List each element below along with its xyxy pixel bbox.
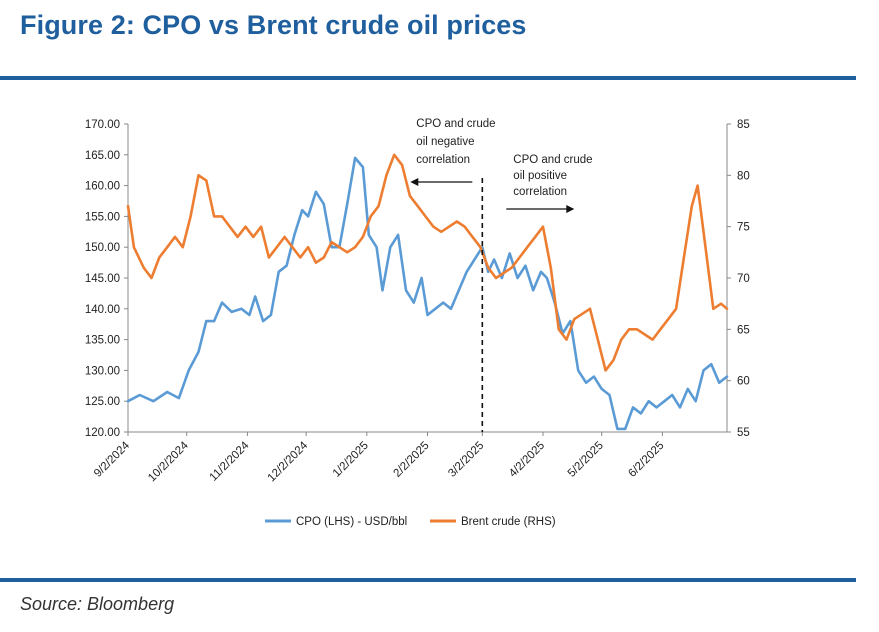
left-tick-label: 160.00 (85, 181, 120, 193)
right-tick-label: 75 (737, 222, 750, 234)
legend: CPO (LHS) - USD/bbl Brent crude (RHS) (265, 516, 556, 528)
x-tick-label: 1/2/2025 (331, 440, 371, 480)
left-tick-label: 125.00 (85, 396, 120, 408)
right-tick-label: 55 (737, 427, 750, 439)
cpo-brent-line-chart: 170.00 165.00 160.00 155.00 150.00 145.00 140.… (85, 118, 750, 528)
left-tick-label: 120.00 (85, 427, 120, 439)
left-tick-label: 170.00 (85, 119, 120, 131)
negative-correlation-note: correlation (416, 154, 470, 166)
x-tick-label: 9/2/2024 (92, 439, 133, 480)
right-tick-label: 80 (737, 170, 750, 182)
brent-series-line (126, 153, 729, 372)
right-tick-label: 70 (737, 273, 750, 285)
axes-layer: 170.00 165.00 160.00 155.00 150.00 145.00 140.… (85, 119, 750, 484)
left-tick-label: 140.00 (85, 304, 120, 316)
right-tick-label: 85 (737, 119, 750, 131)
positive-correlation-note: oil positive (513, 170, 567, 182)
right-tick-label: 65 (737, 324, 750, 336)
bottom-divider (0, 578, 856, 582)
left-arrow-head (410, 178, 419, 186)
series-layer (126, 153, 729, 431)
positive-correlation-note: CPO and crude (513, 154, 592, 166)
positive-correlation-note: correlation (513, 186, 567, 198)
x-tick-label: 5/2/2025 (566, 440, 606, 480)
figure-title: Figure 2: CPO vs Brent crude oil prices (20, 10, 527, 40)
right-tick-label: 60 (737, 376, 750, 388)
x-tick-label: 2/2/2025 (391, 440, 431, 480)
cpo-series-line (126, 156, 729, 431)
left-tick-label: 150.00 (85, 242, 120, 254)
annotation-layer: CPO and crude oil negative correlation CPO … (410, 118, 593, 432)
legend-brent-label: Brent crude (RHS) (461, 516, 556, 528)
negative-correlation-note: CPO and crude (416, 118, 495, 130)
x-tick-label: 3/2/2025 (446, 440, 486, 480)
negative-correlation-note: oil negative (416, 136, 474, 148)
x-tick-label: 11/2/2024 (207, 439, 251, 483)
left-tick-label: 130.00 (85, 365, 120, 377)
x-tick-label: 6/2/2025 (626, 440, 666, 480)
x-tick-label: 12/2/2024 (266, 439, 311, 484)
top-divider (0, 76, 856, 80)
left-tick-label: 135.00 (85, 335, 120, 347)
left-tick-label: 145.00 (85, 273, 120, 285)
left-tick-label: 155.00 (85, 211, 120, 223)
x-tick-label: 4/2/2025 (507, 440, 547, 480)
left-tick-label: 165.00 (85, 150, 120, 162)
source-note: Source: Bloomberg (20, 594, 175, 614)
legend-cpo-label: CPO (LHS) - USD/bbl (296, 516, 407, 528)
x-tick-label: 10/2/2024 (146, 439, 191, 484)
right-arrow-head (566, 205, 575, 213)
